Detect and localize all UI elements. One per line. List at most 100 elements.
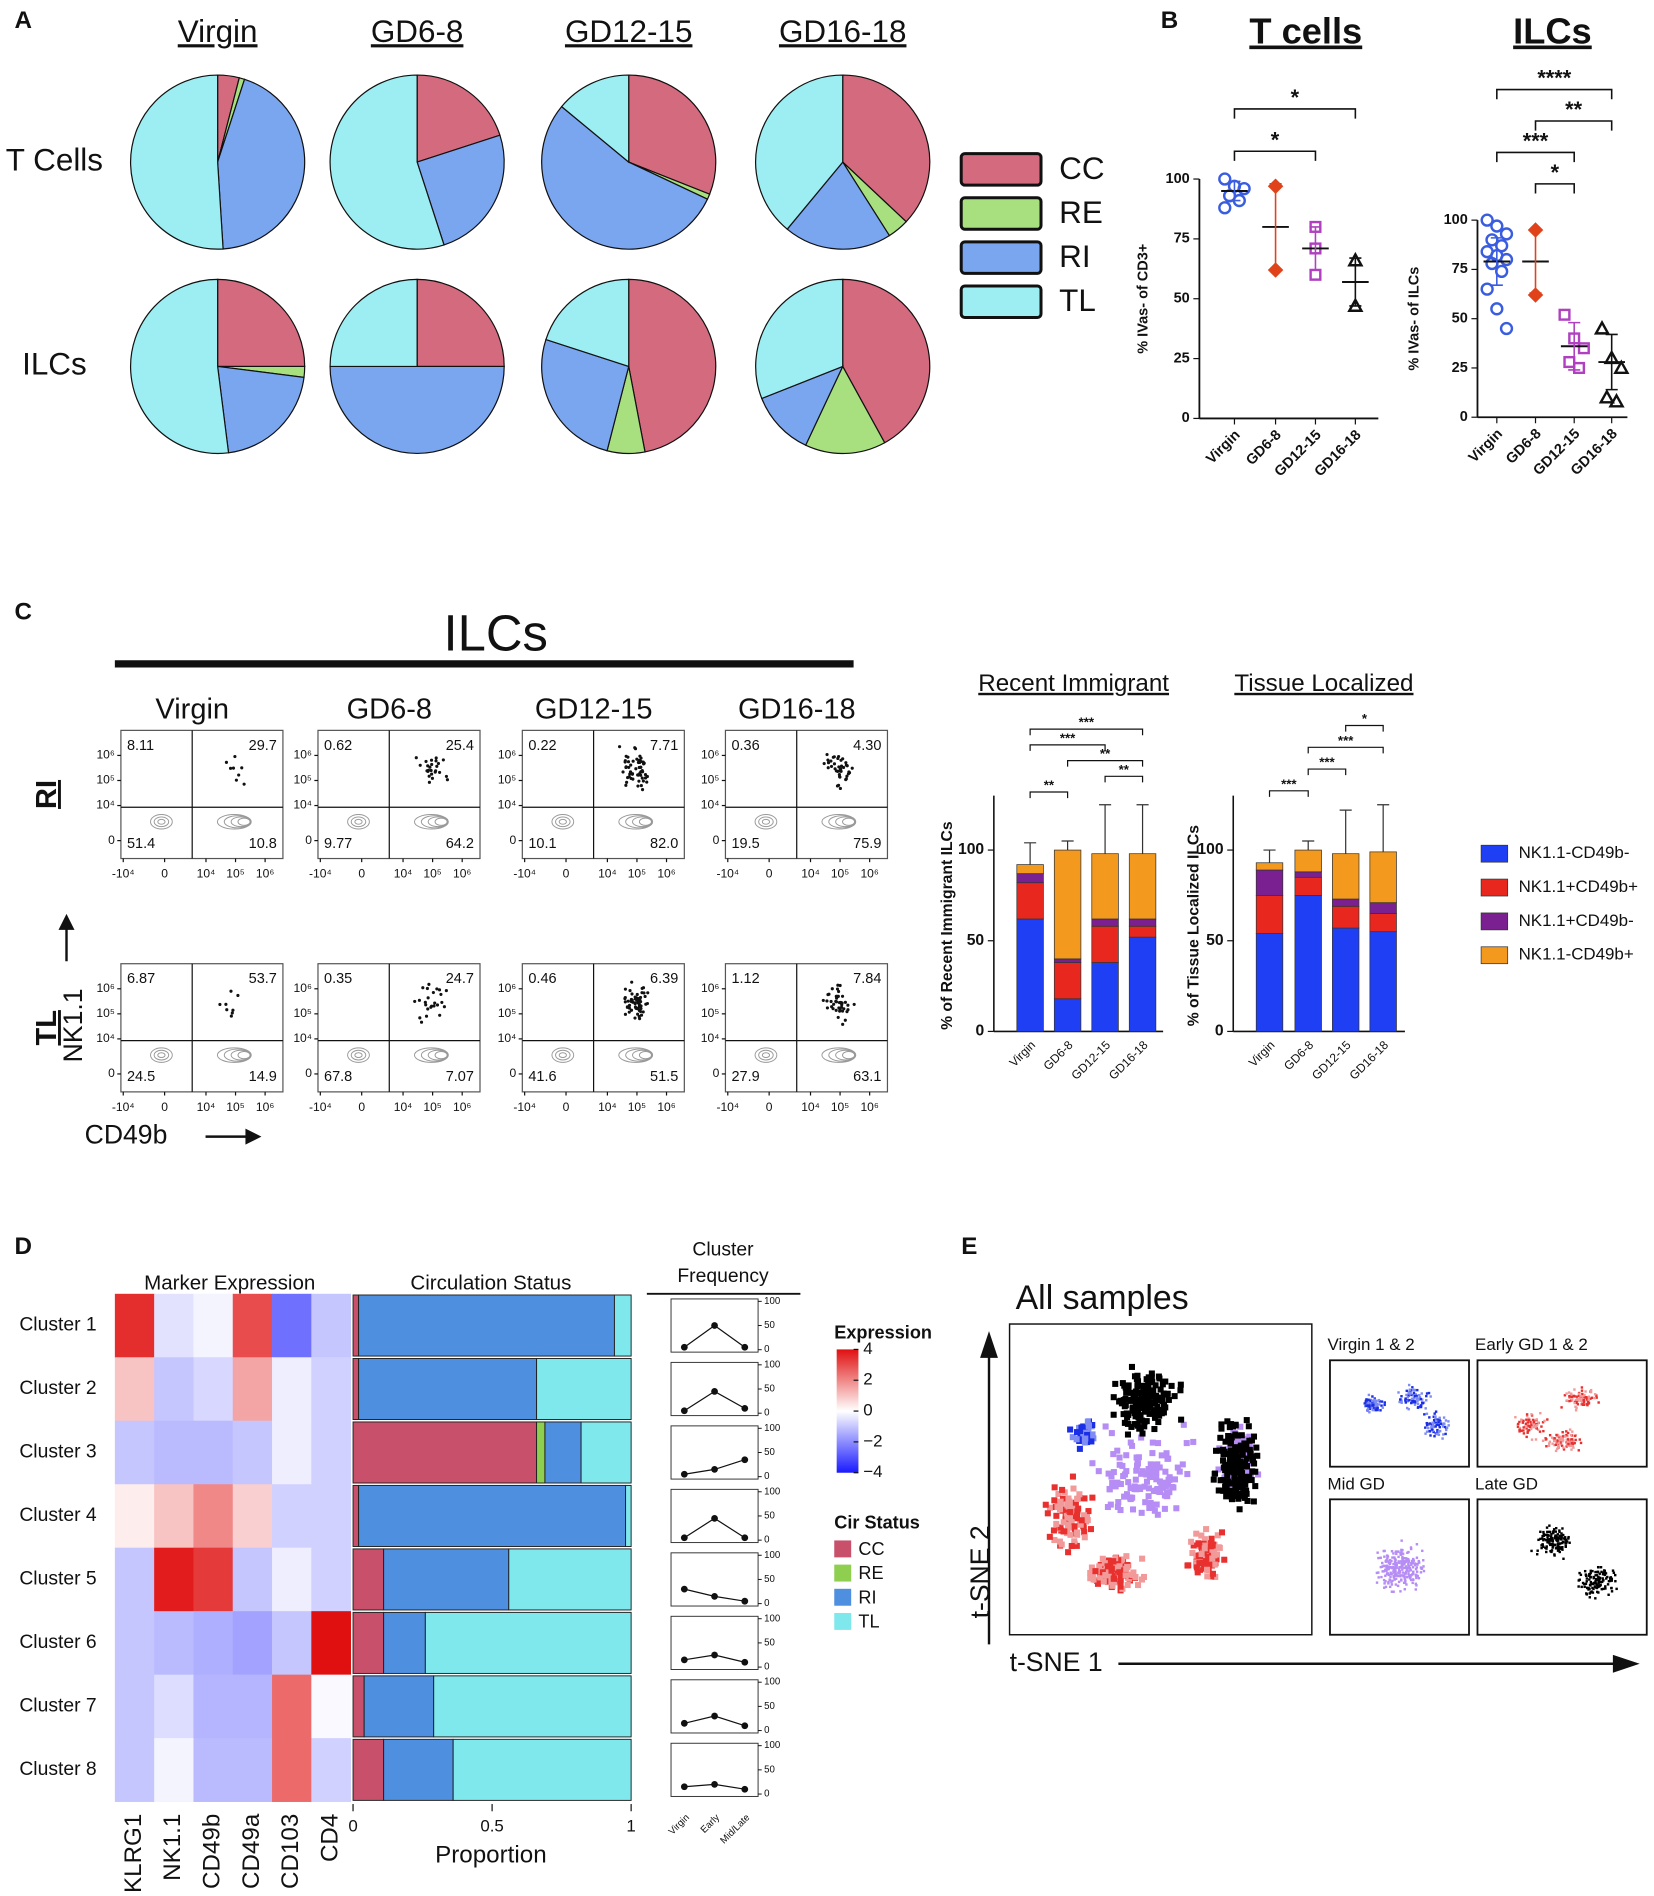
y-tick-label: 100 — [764, 1613, 780, 1624]
cell-dot — [1418, 1396, 1422, 1399]
cell-dot — [1128, 1423, 1135, 1430]
cell-dot — [1217, 1434, 1224, 1441]
cell-dot — [1585, 1593, 1589, 1596]
cell-dot — [1545, 1526, 1549, 1529]
cell-dot — [1139, 1468, 1146, 1475]
cell-dot — [1411, 1581, 1414, 1585]
cell-dot — [1611, 1569, 1615, 1572]
bar-segment — [383, 1611, 426, 1674]
cell-dot — [1534, 1426, 1537, 1429]
cell-dot — [1610, 1590, 1614, 1593]
bar-segment — [1128, 936, 1157, 1032]
data-point — [1572, 361, 1586, 374]
cell-dot — [1232, 1439, 1239, 1446]
cell-dot — [1208, 1535, 1215, 1542]
event — [834, 999, 838, 1003]
significance-bracket — [1345, 724, 1384, 732]
x-tick-label: 0.5 — [480, 1816, 504, 1835]
column-label: CD4 — [316, 1814, 343, 1862]
cell-dot — [1071, 1538, 1078, 1545]
data-point — [741, 1785, 749, 1793]
data-point — [711, 1592, 718, 1600]
cell-dot — [1054, 1503, 1061, 1510]
cell-dot — [1386, 1560, 1390, 1563]
cell-dot — [1589, 1580, 1593, 1584]
cell-dot — [1542, 1545, 1545, 1548]
cell-dot — [1518, 1420, 1521, 1424]
cell-dot — [1602, 1571, 1605, 1574]
cell-dot — [1434, 1425, 1437, 1428]
cell-dot — [1571, 1398, 1574, 1401]
cell-dot — [1068, 1542, 1075, 1550]
cell-dot — [1365, 1398, 1368, 1401]
cell-dot — [1587, 1588, 1590, 1591]
cell-dot — [1401, 1568, 1404, 1571]
cell-dot — [1122, 1395, 1129, 1403]
cell-dot — [1212, 1573, 1219, 1580]
cell-dot — [1074, 1513, 1081, 1520]
cell-dot — [1541, 1534, 1544, 1538]
pie-slice — [416, 278, 505, 368]
contour — [842, 1051, 856, 1060]
cell-dot — [1069, 1473, 1076, 1480]
cell-dot — [1443, 1425, 1447, 1429]
cell-dot — [1546, 1530, 1549, 1534]
cell-dot — [1061, 1506, 1068, 1513]
cell-dot — [1132, 1476, 1139, 1483]
cell-dot — [1190, 1438, 1197, 1445]
cell-dot — [1244, 1497, 1251, 1504]
cell-dot — [1383, 1549, 1386, 1553]
data-point — [741, 1456, 749, 1464]
cell-dot — [1522, 1429, 1525, 1432]
x-axis-label: CD49b — [85, 1120, 168, 1150]
cell-dot — [1075, 1505, 1082, 1512]
bar-segment — [1016, 918, 1044, 1032]
cell-dot — [1416, 1388, 1419, 1392]
cell-dot — [1567, 1442, 1570, 1446]
cell-dot — [1154, 1511, 1161, 1518]
cell-dot — [1393, 1578, 1396, 1581]
cell-dot — [1405, 1575, 1409, 1579]
cell-dot — [1078, 1424, 1085, 1431]
contour — [153, 816, 170, 828]
cell-dot — [1107, 1501, 1114, 1508]
contour — [555, 816, 571, 828]
cell-dot — [1410, 1559, 1414, 1563]
cell-dot — [1397, 1555, 1400, 1559]
cell-dot — [1400, 1539, 1403, 1542]
event — [835, 784, 840, 788]
cell-dot — [1374, 1408, 1377, 1412]
column-label: NK1.1 — [159, 1814, 186, 1881]
event — [433, 1001, 437, 1005]
bar-segment — [1369, 851, 1397, 904]
event — [838, 786, 842, 791]
cell-dot — [1425, 1430, 1429, 1433]
cell-dot — [1415, 1562, 1418, 1566]
cell-dot — [1152, 1473, 1159, 1480]
cell-dot — [1141, 1483, 1148, 1490]
cell-dot — [1575, 1406, 1578, 1410]
cell-dot — [1592, 1587, 1595, 1591]
cell-dot — [1416, 1574, 1419, 1578]
cell-dot — [1409, 1568, 1412, 1571]
cell-dot — [1532, 1420, 1536, 1424]
cell-dot — [1137, 1486, 1144, 1493]
cell-dot — [1148, 1370, 1155, 1377]
cell-dot — [1398, 1571, 1401, 1574]
cell-dot — [1221, 1556, 1228, 1563]
cell-dot — [1564, 1545, 1567, 1548]
bar-segment — [544, 1421, 582, 1484]
pie-slice — [560, 74, 630, 164]
cell-dot — [1572, 1439, 1575, 1443]
cell-dot — [1588, 1578, 1591, 1581]
y-tick-label: 50 — [967, 932, 985, 949]
event — [637, 1009, 642, 1013]
legend-label: RI — [858, 1587, 876, 1607]
y-tick-label: 10⁴ — [96, 1031, 115, 1045]
pie-slice — [786, 161, 891, 250]
cell-dot — [1383, 1403, 1386, 1407]
row-label: ILCs — [22, 347, 87, 382]
cell-dot — [1190, 1542, 1197, 1549]
cell-dot — [1405, 1393, 1408, 1397]
